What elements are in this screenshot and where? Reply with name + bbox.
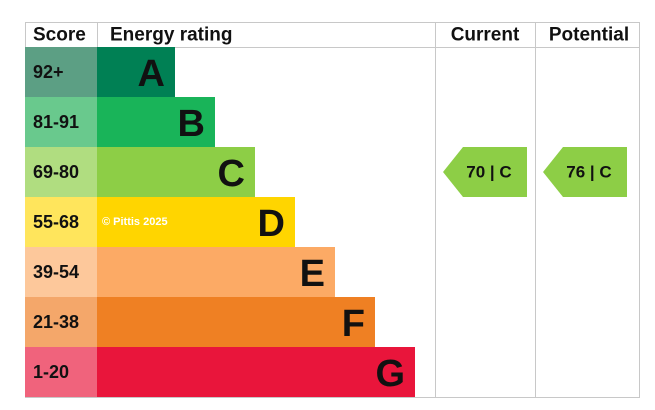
current-arrow — [443, 147, 527, 197]
score-label: 92+ — [33, 62, 64, 82]
header-potential: Potential — [549, 25, 629, 46]
score-label: 55-68 — [33, 212, 79, 232]
rating-letter: E — [300, 253, 325, 295]
score-label: 81-91 — [33, 112, 79, 132]
rating-bar — [97, 347, 415, 397]
rating-letter: C — [218, 153, 245, 195]
rating-letter: D — [258, 203, 285, 245]
score-label: 21-38 — [33, 312, 79, 332]
score-label: 39-54 — [33, 262, 79, 282]
current-label: 70 | C — [466, 163, 511, 182]
rating-letter: G — [375, 353, 405, 395]
rating-bar — [97, 197, 295, 247]
header-score: Score — [33, 25, 86, 46]
score-cell — [25, 97, 97, 147]
score-cell — [25, 347, 97, 397]
score-cell — [25, 297, 97, 347]
score-cell — [25, 147, 97, 197]
rating-bar — [97, 97, 215, 147]
potential-label: 76 | C — [566, 163, 611, 182]
rating-bar — [97, 247, 335, 297]
score-label: 69-80 — [33, 162, 79, 182]
rating-letter: F — [342, 303, 365, 345]
rating-bar — [97, 147, 255, 197]
rating-bar — [97, 297, 375, 347]
score-cell — [25, 197, 97, 247]
potential-arrow — [543, 147, 627, 197]
watermark: © Pittis 2025 — [102, 216, 168, 228]
rating-letter: A — [138, 53, 165, 95]
rating-bar — [97, 47, 175, 97]
header-current: Current — [451, 25, 520, 46]
score-cell — [25, 47, 97, 97]
header-rating: Energy rating — [110, 25, 232, 46]
score-cell — [25, 247, 97, 297]
score-label: 1-20 — [33, 362, 69, 382]
rating-letter: B — [178, 103, 205, 145]
